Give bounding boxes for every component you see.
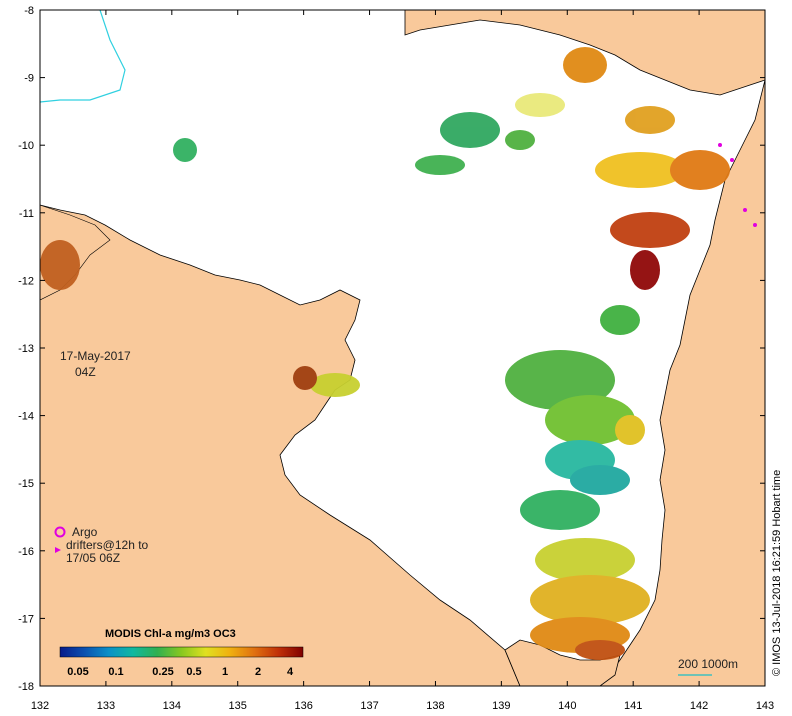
x-tick-label: 133 — [97, 700, 115, 712]
argo-circle-icon — [54, 526, 66, 538]
y-tick-label: -17 — [18, 613, 34, 625]
credit-text: © IMOS 13-Jul-2018 16:21:59 Hobart time — [771, 470, 783, 676]
y-tick-label: -8 — [24, 5, 34, 17]
time-label: 04Z — [75, 365, 96, 379]
drifter-arrow-icon — [55, 547, 61, 553]
x-tick-label: 134 — [163, 700, 181, 712]
y-tick-label: -10 — [18, 140, 34, 152]
x-tick-label: 132 — [31, 700, 49, 712]
y-tick-label: -14 — [18, 411, 34, 423]
colorbar-tick-label: 0.1 — [108, 666, 123, 678]
x-tick-label: 137 — [360, 700, 378, 712]
colorbar-tick-label: 2 — [255, 666, 261, 678]
timor-coastline — [40, 10, 126, 103]
x-tick-label: 135 — [229, 700, 247, 712]
argo-legend-line3: 17/05 06Z — [66, 551, 120, 565]
y-tick-label: -12 — [18, 275, 34, 287]
y-axis-ticks: -8 -9 -10 -11 -12 -13 -14 -15 -16 -17 -18 — [18, 5, 765, 693]
x-tick-label: 138 — [426, 700, 444, 712]
y-tick-label: -15 — [18, 478, 34, 490]
y-tick-label: -13 — [18, 343, 34, 355]
y-tick-label: -11 — [19, 208, 34, 220]
colorbar-tick-label: 0.5 — [186, 666, 201, 678]
land-northern-territory — [40, 204, 521, 686]
land-new-guinea — [404, 10, 765, 96]
chlorophyll-swaths — [40, 47, 730, 660]
colorbar-tick-label: 0.25 — [152, 666, 173, 678]
scale-bar-label: 200 1000m — [678, 657, 738, 671]
colorbar-ticks: 0.05 0.1 0.25 0.5 1 2 4 — [67, 666, 294, 678]
date-label: 17-May-2017 — [60, 349, 131, 363]
colorbar-gradient — [59, 646, 304, 658]
colorbar-tick-label: 1 — [222, 666, 228, 678]
argo-legend-line1: Argo — [72, 525, 98, 539]
scale-bar: 200 1000m — [678, 657, 738, 676]
land-cape-york — [599, 10, 765, 686]
colorbar: MODIS Chl-a mg/m3 OC3 0.05 0.1 0.25 0.5 1 2 4 — [59, 628, 304, 678]
colorbar-title: MODIS Chl-a mg/m3 OC3 — [105, 628, 236, 640]
x-axis-ticks: 132 133 134 135 136 137 138 139 140 141 142 143 — [31, 10, 774, 712]
y-tick-label: -18 — [18, 681, 34, 693]
x-tick-label: 142 — [690, 700, 708, 712]
y-tick-label: -16 — [18, 546, 34, 558]
argo-legend: Argo drifters@12h to 17/05 06Z — [54, 525, 149, 565]
colorbar-tick-label: 0.05 — [67, 666, 88, 678]
x-tick-label: 141 — [624, 700, 642, 712]
x-tick-label: 139 — [492, 700, 510, 712]
argo-drifter-markers — [718, 143, 757, 227]
x-tick-label: 136 — [294, 700, 312, 712]
x-tick-label: 143 — [756, 700, 774, 712]
colorbar-tick-label: 4 — [287, 666, 294, 678]
y-tick-label: -9 — [24, 73, 34, 85]
argo-legend-line2: drifters@12h to — [66, 538, 149, 552]
x-tick-label: 140 — [558, 700, 576, 712]
